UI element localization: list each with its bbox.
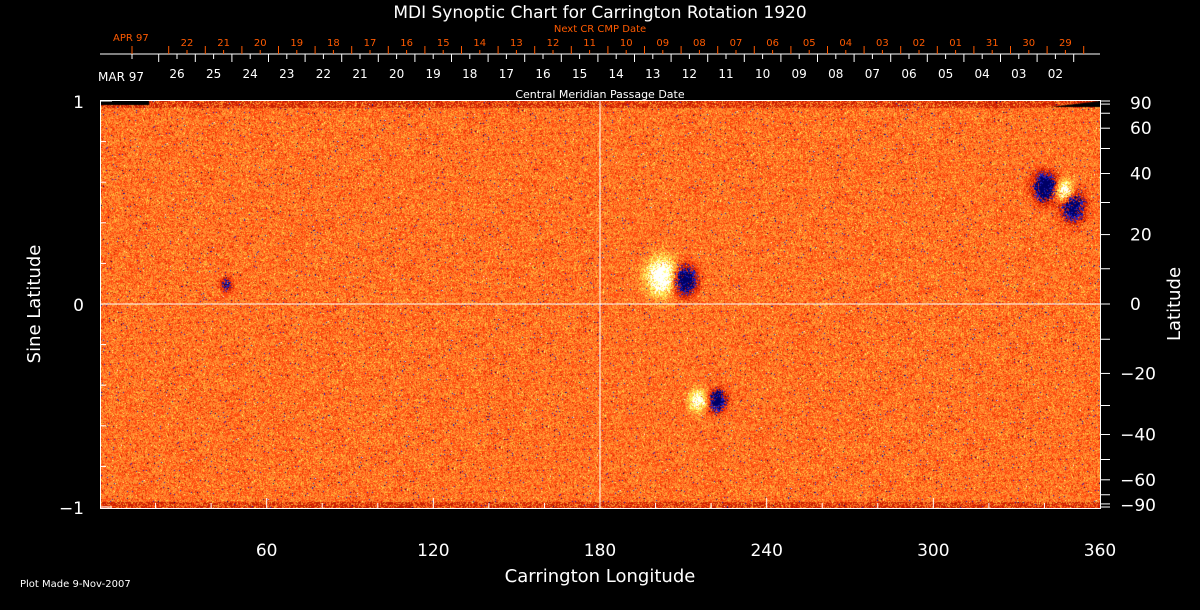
- y-tick-label: −1: [59, 499, 84, 519]
- next-cr-date-label: 09: [656, 38, 669, 49]
- next-cr-date-label: 02: [913, 38, 926, 49]
- next-cr-date-label: 19: [290, 38, 303, 49]
- next-cr-date-label: 06: [766, 38, 779, 49]
- y2-tick-label: 40: [1130, 165, 1152, 185]
- chart-title: MDI Synoptic Chart for Carrington Rotati…: [393, 3, 806, 23]
- next-cr-date-label: 18: [327, 38, 340, 49]
- cmp-date-label: 21: [352, 67, 367, 81]
- next-cr-date-label: 05: [803, 38, 816, 49]
- cmp-date-label: 16: [535, 67, 550, 81]
- cmp-date-label: 25: [206, 67, 221, 81]
- cmp-date-label: 20: [389, 67, 404, 81]
- y2-tick-label: 0: [1130, 295, 1141, 315]
- x-tick-label: 120: [417, 541, 449, 561]
- x-tick-label: 60: [256, 541, 278, 561]
- next-cr-date-label: 31: [986, 38, 999, 49]
- cmp-month-label: MAR 97: [98, 70, 144, 84]
- x-tick-label: 180: [584, 541, 616, 561]
- x-tick-label: 300: [917, 541, 949, 561]
- cmp-date-label: 12: [682, 67, 697, 81]
- next-cr-date-label: 15: [437, 38, 450, 49]
- y2-axis-label: Latitude: [1164, 267, 1185, 341]
- y2-tick-label: 90: [1130, 94, 1152, 114]
- cmp-date-label: 04: [975, 67, 990, 81]
- cmp-date-label: 10: [755, 67, 770, 81]
- x-axis-label: Carrington Longitude: [505, 566, 696, 587]
- x-tick-label: 360: [1084, 541, 1116, 561]
- plot-made-note: Plot Made 9-Nov-2007: [20, 579, 131, 590]
- cmp-date-label: 11: [718, 67, 733, 81]
- y2-tick-label: 60: [1130, 119, 1152, 139]
- cmp-date-label: 13: [645, 67, 660, 81]
- next-cr-date-label: 03: [876, 38, 889, 49]
- next-cr-date-label: 30: [1022, 38, 1035, 49]
- cmp-date-label: 03: [1011, 67, 1026, 81]
- y-tick-label: 1: [73, 93, 84, 113]
- next-cr-date-label: 14: [473, 38, 486, 49]
- cmp-date-label: 24: [243, 67, 258, 81]
- y-axis-label: Sine Latitude: [24, 245, 45, 364]
- next-cr-date-label: 21: [217, 38, 230, 49]
- next-cr-date-label: 13: [510, 38, 523, 49]
- cmp-date-label: 08: [828, 67, 843, 81]
- x-tick-label: 240: [750, 541, 782, 561]
- y2-tick-label: −90: [1120, 496, 1156, 516]
- next-cr-date-label: 29: [1059, 38, 1072, 49]
- y2-tick-label: −40: [1120, 425, 1156, 445]
- cmp-date-label: 23: [279, 67, 294, 81]
- next-cr-date-label: 11: [583, 38, 596, 49]
- y2-tick-label: −60: [1120, 471, 1156, 491]
- next-cr-date-label: 16: [400, 38, 413, 49]
- next-cr-date-label: 17: [364, 38, 377, 49]
- cmp-date-label: 18: [462, 67, 477, 81]
- next-cr-date-label: 20: [254, 38, 267, 49]
- cmp-date-label: 02: [1048, 67, 1063, 81]
- cmp-date-label: 22: [316, 67, 331, 81]
- y2-tick-label: 20: [1130, 226, 1152, 246]
- cmp-date-label: 07: [865, 67, 880, 81]
- cmp-date-label: 19: [426, 67, 441, 81]
- next-cr-date-label: 12: [547, 38, 560, 49]
- cmp-date-label: 15: [572, 67, 587, 81]
- cmp-date-label: 17: [499, 67, 514, 81]
- next-cr-date-label: 22: [181, 38, 194, 49]
- y2-tick-label: −20: [1120, 364, 1156, 384]
- y-tick-label: 0: [73, 296, 84, 316]
- cmp-date-label: 05: [938, 67, 953, 81]
- next-cr-date-label: 07: [730, 38, 743, 49]
- cmp-date-label: 09: [792, 67, 807, 81]
- cmp-date-label: 26: [169, 67, 184, 81]
- cmp-date-label: 06: [901, 67, 916, 81]
- next-cr-date-label: 01: [949, 38, 962, 49]
- cmp-axis-label: Central Meridian Passage Date: [515, 88, 684, 101]
- next-cr-axis-label: Next CR CMP Date: [554, 24, 646, 35]
- next-cr-month-label: APR 97: [113, 33, 149, 44]
- next-cr-date-label: 10: [620, 38, 633, 49]
- next-cr-date-label: 08: [693, 38, 706, 49]
- next-cr-date-label: 04: [839, 38, 852, 49]
- cmp-date-label: 14: [609, 67, 624, 81]
